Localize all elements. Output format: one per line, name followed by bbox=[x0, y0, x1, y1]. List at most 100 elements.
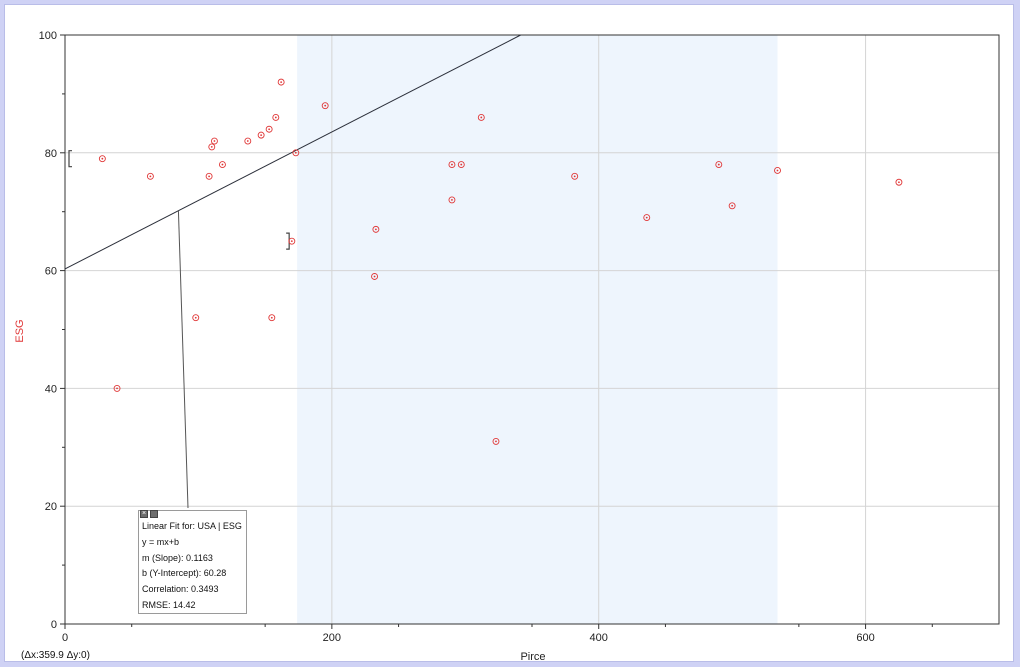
data-point[interactable] bbox=[288, 237, 296, 245]
data-point-dot bbox=[260, 134, 263, 137]
data-point[interactable] bbox=[98, 155, 106, 163]
x-tick-label: 200 bbox=[323, 632, 341, 644]
data-point-dot bbox=[280, 81, 283, 84]
data-point-dot bbox=[451, 199, 453, 201]
fit-title: Linear Fit for: USA | ESG bbox=[142, 521, 242, 531]
data-point-ring bbox=[265, 125, 273, 133]
data-point-ring bbox=[288, 237, 296, 245]
data-point-ring bbox=[277, 78, 285, 86]
fit-box-leader bbox=[177, 210, 189, 509]
data-point-dot bbox=[294, 151, 297, 154]
data-point-dot bbox=[149, 175, 152, 178]
data-point[interactable] bbox=[448, 161, 456, 169]
x-tick-label: 600 bbox=[856, 632, 874, 644]
y-tick-label: 20 bbox=[45, 501, 57, 513]
data-point-ring bbox=[372, 225, 380, 233]
data-point-dot bbox=[573, 175, 576, 178]
data-point-ring bbox=[448, 196, 456, 204]
data-point[interactable] bbox=[113, 384, 121, 392]
fit-slope: m (Slope): 0.1163 bbox=[142, 552, 213, 563]
data-point-dot bbox=[324, 104, 327, 107]
selection-region[interactable] bbox=[297, 35, 778, 624]
data-point-dot bbox=[268, 128, 271, 131]
data-point[interactable] bbox=[571, 172, 579, 180]
data-point[interactable] bbox=[371, 273, 379, 280]
y-tick-label: 80 bbox=[45, 148, 57, 160]
fit-rmse: RMSE: 14.42 bbox=[142, 599, 196, 610]
data-point-ring bbox=[774, 167, 781, 174]
y-tick-label: 0 bbox=[51, 619, 57, 631]
data-point[interactable] bbox=[492, 437, 500, 445]
y-axis-title: ESG bbox=[14, 319, 26, 342]
data-point[interactable] bbox=[257, 131, 265, 139]
data-point-dot bbox=[373, 275, 376, 278]
data-point[interactable] bbox=[321, 102, 329, 110]
data-point-ring bbox=[571, 172, 579, 180]
data-point-ring bbox=[257, 131, 265, 139]
linear-fit-box[interactable]: × Linear Fit for: USA | ESG y = mx+b m (… bbox=[138, 510, 247, 614]
y-tick-label: 60 bbox=[45, 266, 57, 278]
data-point[interactable] bbox=[643, 214, 651, 222]
data-point[interactable] bbox=[774, 167, 781, 174]
data-point[interactable] bbox=[457, 161, 465, 169]
data-point[interactable] bbox=[218, 161, 226, 169]
data-point-ring bbox=[492, 437, 500, 445]
data-point-ring bbox=[205, 172, 213, 180]
data-point[interactable] bbox=[192, 314, 200, 322]
data-point-ring bbox=[643, 214, 651, 222]
fit-correlation: Correlation: 0.3493 bbox=[142, 584, 219, 595]
data-point-dot bbox=[246, 140, 249, 142]
data-point[interactable] bbox=[210, 137, 218, 145]
data-point-ring bbox=[218, 161, 226, 169]
data-point[interactable] bbox=[205, 172, 213, 180]
data-point-ring bbox=[448, 161, 456, 169]
bracket-marker[interactable] bbox=[68, 150, 73, 168]
data-point-ring bbox=[98, 155, 106, 163]
fit-equation: y = mx+b bbox=[142, 536, 180, 547]
data-point-ring bbox=[268, 314, 276, 322]
x-tick-label: 0 bbox=[62, 632, 68, 644]
options-icon[interactable] bbox=[150, 510, 158, 518]
data-point-ring bbox=[208, 143, 216, 151]
data-point-ring bbox=[715, 161, 723, 169]
data-point-dot bbox=[451, 163, 453, 166]
data-point-dot bbox=[374, 228, 377, 231]
fit-intercept: b (Y-Intercept): 60.28 bbox=[142, 568, 227, 579]
data-point[interactable] bbox=[477, 114, 485, 121]
data-point-dot bbox=[645, 216, 648, 219]
data-point[interactable] bbox=[244, 137, 252, 145]
data-point[interactable] bbox=[268, 314, 276, 322]
data-point[interactable] bbox=[728, 202, 736, 210]
data-point[interactable] bbox=[448, 196, 456, 204]
data-point-ring bbox=[371, 273, 379, 280]
data-point-dot bbox=[210, 146, 213, 148]
data-point-dot bbox=[717, 163, 720, 166]
data-point[interactable] bbox=[272, 114, 280, 121]
data-point-dot bbox=[898, 181, 900, 184]
data-point-dot bbox=[460, 163, 463, 166]
data-point[interactable] bbox=[146, 172, 154, 180]
data-point[interactable] bbox=[715, 161, 723, 169]
data-point-ring bbox=[113, 384, 121, 392]
x-axis-title: Pirce bbox=[520, 651, 545, 663]
data-point-dot bbox=[194, 316, 197, 319]
close-icon[interactable]: × bbox=[140, 510, 148, 518]
data-point-ring bbox=[457, 161, 465, 169]
data-point-ring bbox=[895, 178, 903, 186]
data-point[interactable] bbox=[292, 149, 300, 157]
data-point-dot bbox=[290, 240, 293, 243]
data-point-dot bbox=[480, 116, 483, 119]
delta-readout: (Δx:359.9 Δy:0) bbox=[21, 650, 90, 661]
y-tick-label: 40 bbox=[45, 383, 57, 395]
data-point[interactable] bbox=[372, 225, 380, 233]
data-point-ring bbox=[192, 314, 200, 322]
data-point-ring bbox=[321, 102, 329, 110]
data-point[interactable] bbox=[265, 125, 273, 133]
data-point-ring bbox=[292, 149, 300, 157]
scatter-plot[interactable]: 0 200 400 600 0 20 40 60 80 100 Pirce ESG bbox=[5, 5, 1015, 663]
data-point[interactable] bbox=[277, 78, 285, 86]
data-point-dot bbox=[116, 387, 118, 390]
data-point-dot bbox=[221, 163, 224, 166]
data-point[interactable] bbox=[895, 178, 903, 186]
data-point[interactable] bbox=[208, 143, 216, 151]
